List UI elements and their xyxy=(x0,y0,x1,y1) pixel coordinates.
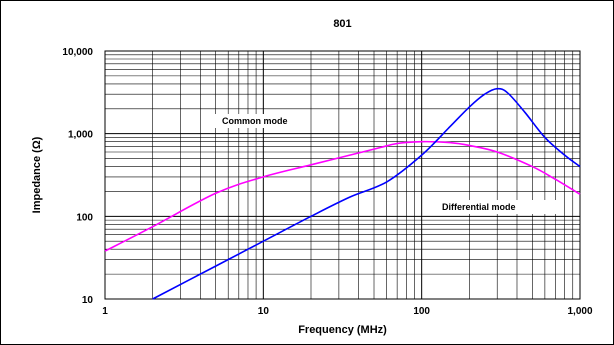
chart-title: 801 xyxy=(333,18,351,30)
tick-labels: 1 10 100 1,000 10 100 1,000 10,000 xyxy=(62,47,593,317)
differential-mode-label-bg xyxy=(434,200,562,214)
annotations: Common mode Differential mode xyxy=(214,114,562,214)
grid xyxy=(104,51,580,300)
x-tick-label: 1 xyxy=(102,306,108,317)
series-line-differential-mode xyxy=(152,87,581,300)
x-tick-label: 1,000 xyxy=(567,306,592,317)
x-axis-label: Frequency (MHz) xyxy=(298,324,387,336)
y-axis-label: Impedance (Ω) xyxy=(31,136,43,213)
y-tick-label: 100 xyxy=(76,212,93,223)
series-line-common-mode xyxy=(104,140,581,252)
plot-border xyxy=(104,50,581,300)
x-tick-label: 10 xyxy=(258,306,270,317)
y-tick-label: 10,000 xyxy=(62,47,93,58)
x-tick-label: 100 xyxy=(413,306,430,317)
differential-mode-label: Differential mode xyxy=(442,202,516,212)
common-mode-label: Common mode xyxy=(222,116,288,126)
series-layer xyxy=(104,87,581,300)
y-tick-label: 1,000 xyxy=(68,130,93,141)
y-tick-label: 10 xyxy=(82,295,94,306)
common-mode-label-bg xyxy=(214,114,304,128)
